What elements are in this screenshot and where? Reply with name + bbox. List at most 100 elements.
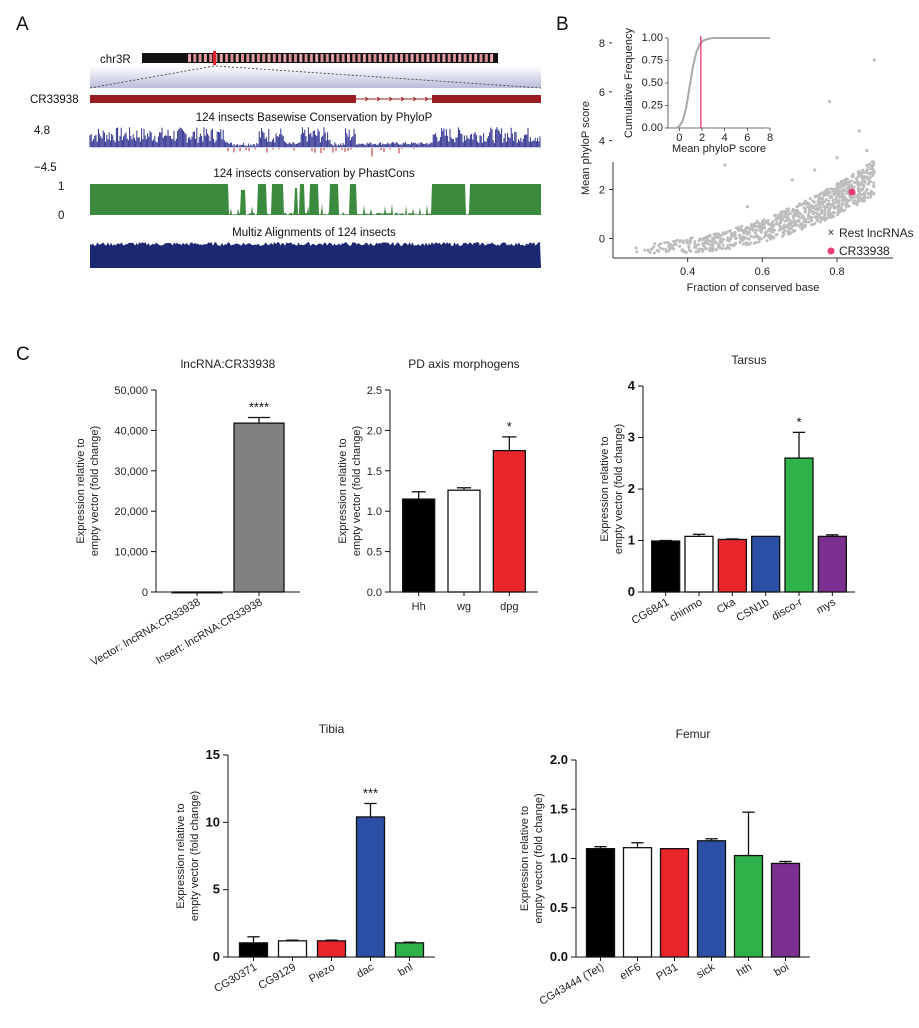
scatter-point xyxy=(863,199,866,203)
scatter-point xyxy=(745,205,750,209)
scatter-point xyxy=(772,236,776,240)
scatter-point xyxy=(872,160,876,164)
scatter-point xyxy=(785,208,789,211)
ideogram-band xyxy=(484,54,488,62)
inset-x-axis-label: Mean phyloP score xyxy=(672,143,766,155)
ideogram-band xyxy=(341,54,345,62)
scatter-point xyxy=(845,186,849,190)
scatter-point xyxy=(672,239,676,243)
ideogram-band xyxy=(309,54,313,62)
scatter-point xyxy=(789,227,793,231)
scatter-point xyxy=(740,224,744,228)
scatter-point xyxy=(715,248,719,252)
scatter-point xyxy=(837,211,841,214)
scatter-point xyxy=(831,188,835,192)
inset-y-tick-label: 0.75 xyxy=(642,55,663,67)
scatter-point xyxy=(826,203,830,207)
scatter-point xyxy=(783,229,787,233)
scatter-point xyxy=(800,222,804,226)
scatter-point xyxy=(704,240,708,244)
scatter-point xyxy=(856,200,860,204)
scatter-point xyxy=(697,243,700,247)
phylop-track xyxy=(89,127,541,157)
ideogram-band xyxy=(458,54,462,62)
scatter-point xyxy=(782,225,786,228)
scatter-point xyxy=(775,233,779,237)
legend-label-rest: Rest lncRNAs xyxy=(839,226,914,240)
scatter-point xyxy=(763,235,766,239)
ideogram-band xyxy=(415,54,419,62)
scatter-point xyxy=(853,199,857,203)
ideogram-band xyxy=(410,54,414,62)
inset-y-tick-label: 0.25 xyxy=(642,100,663,112)
x-tick-label: CSN1b xyxy=(734,596,771,624)
y-axis-label-line: Expression relative to xyxy=(599,436,611,541)
scatter-point xyxy=(823,216,827,220)
ideogram-band xyxy=(283,54,287,62)
ideogram-band xyxy=(320,54,324,62)
scatter-point xyxy=(667,246,671,250)
ideogram-band xyxy=(368,54,372,62)
scatter-point xyxy=(717,232,721,236)
scatter-point xyxy=(863,193,867,197)
scatter-point xyxy=(844,205,848,209)
ideogram-band xyxy=(230,54,234,62)
scatter-point xyxy=(821,192,825,196)
scatter-point xyxy=(836,204,840,208)
scatter-point xyxy=(745,230,749,234)
y-tick-label: 1 xyxy=(628,533,635,548)
scatter-point xyxy=(813,168,817,172)
scatter-point xyxy=(845,177,849,181)
phylop-max-label: 4.8 xyxy=(34,125,50,137)
scatter-point xyxy=(808,197,812,200)
scatter-point xyxy=(862,183,866,187)
scatter-chart: 0 2 4 6 8 0.4 0.6 0.8 Fraction of conserved base… xyxy=(580,27,914,294)
scatter-point xyxy=(754,240,758,244)
scatter-point xyxy=(807,202,811,205)
scatter-point xyxy=(763,231,767,235)
panel-label-c: C xyxy=(16,344,30,365)
scatter-point xyxy=(831,198,835,202)
bar xyxy=(355,816,386,958)
scatter-point xyxy=(685,241,689,245)
scatter-point xyxy=(805,205,809,209)
y-tick-label: 2 xyxy=(599,185,605,197)
bar xyxy=(316,940,347,958)
scatter-point xyxy=(753,231,757,235)
scatter-point xyxy=(755,219,759,223)
scatter-point xyxy=(738,241,742,244)
x-tick-label: CG30371 xyxy=(212,961,259,995)
scatter-point xyxy=(858,198,861,202)
bar-chart-tarsus: Tarsus 0 1 2 3 4 Expression relative to empty v… xyxy=(599,353,855,627)
chart-title: Tibia xyxy=(319,722,345,736)
zoom-region xyxy=(90,66,541,88)
phylop-positive-signal xyxy=(89,127,541,147)
y-tick-label: 1.5 xyxy=(550,801,568,816)
scatter-point xyxy=(828,191,832,195)
scatter-point xyxy=(728,247,732,250)
ideogram-band xyxy=(288,54,292,62)
scatter-point xyxy=(791,209,794,213)
bar xyxy=(233,422,285,593)
scatter-point xyxy=(719,237,723,241)
scatter-point xyxy=(779,219,783,223)
ideogram-band xyxy=(352,54,356,62)
scatter-point xyxy=(708,247,712,251)
scatter-point xyxy=(843,196,847,200)
scatter-point xyxy=(817,198,821,202)
ideogram-band xyxy=(315,54,319,62)
scatter-point xyxy=(869,192,872,196)
scatter-point xyxy=(717,244,721,248)
scatter-point xyxy=(708,239,712,243)
legend-marker-rest: × xyxy=(828,227,834,239)
phastcons-track-title: 124 insects conservation by PhastCons xyxy=(213,168,415,180)
scatter-point xyxy=(734,226,738,230)
scatter-point xyxy=(819,215,823,219)
x-tick-label: wg xyxy=(456,601,471,613)
scatter-point xyxy=(724,231,728,235)
scatter-point xyxy=(861,171,865,175)
scatter-point xyxy=(849,198,852,202)
scatter-point xyxy=(802,220,806,224)
scatter-point xyxy=(865,187,869,191)
